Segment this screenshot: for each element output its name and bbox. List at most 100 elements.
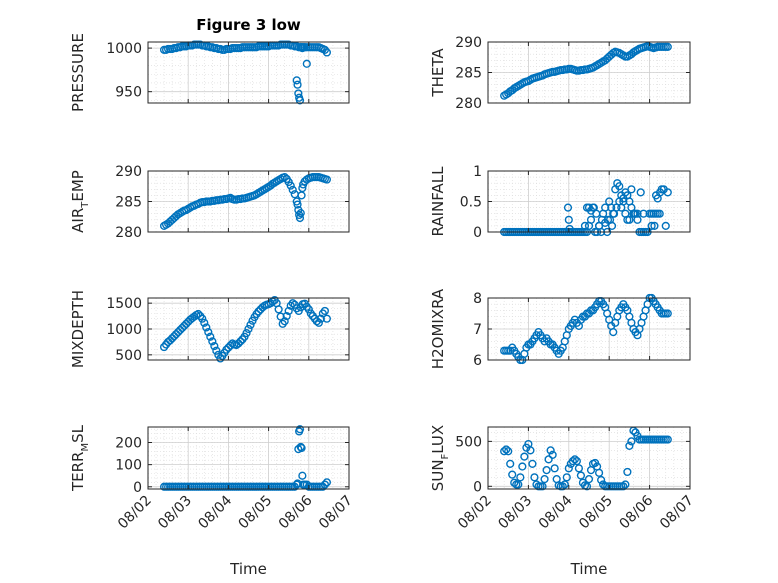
data-point: [202, 323, 211, 332]
data-point: [322, 175, 331, 184]
data-point: [514, 480, 523, 489]
data-point: [663, 188, 672, 197]
data-point: [295, 425, 305, 434]
subplot-5: 500 1000 1500 MIXDEPTH: [69, 290, 350, 368]
data-point: [506, 459, 515, 468]
x-axis-label-right: Time: [570, 560, 608, 578]
data-point: [538, 482, 547, 491]
data-point: [312, 317, 321, 326]
y-axis-label-main: THETA: [429, 48, 447, 98]
data-point: [544, 455, 553, 464]
data-point: [562, 473, 571, 482]
data-point: [284, 306, 293, 316]
data-point: [198, 314, 207, 323]
data-point: [592, 209, 601, 218]
data-point: [570, 455, 579, 464]
data-point: [530, 473, 539, 482]
y-tick-label: 950: [115, 85, 142, 101]
data-point: [295, 96, 305, 105]
data-point: [621, 480, 630, 489]
data-point: [304, 305, 313, 314]
data-point: [246, 320, 255, 329]
data-point: [212, 346, 221, 355]
y-tick-label: 1: [473, 164, 482, 180]
y-tick-label: 285: [455, 66, 482, 82]
y-tick-label: 1500: [106, 296, 142, 312]
data-point: [288, 185, 297, 195]
y-axis-label-rest: EMP: [69, 170, 87, 201]
y-tick-label: 0: [133, 480, 142, 496]
data-point: [663, 42, 672, 51]
data-point: [276, 312, 285, 321]
subplot-1: 950 1000 PRESSURE: [69, 33, 350, 112]
y-tick-label: 8: [473, 291, 482, 307]
data-point: [516, 473, 525, 482]
y-tick-label: 6: [473, 353, 482, 369]
y-axis-label-main: AIR: [69, 208, 87, 233]
y-axis-label-main: RAINFALL: [429, 166, 447, 237]
y-tick-label: 0: [473, 225, 482, 241]
data-point: [280, 173, 289, 182]
data-point: [564, 215, 573, 224]
data-point: [297, 443, 306, 453]
data-point: [500, 447, 509, 456]
axes-box: [147, 426, 350, 490]
data-point: [226, 341, 235, 350]
data-point: [302, 59, 311, 68]
data-point: [504, 447, 513, 456]
data-point: [194, 309, 203, 319]
data-point: [594, 468, 604, 477]
data-point: [200, 318, 209, 327]
data-point: [316, 314, 325, 323]
y-axis-label-main: SUN: [429, 459, 447, 491]
subplot-2: 280 285 290 THETA: [429, 35, 691, 112]
data-point: [582, 482, 592, 491]
data-point: [274, 305, 283, 314]
data-point: [206, 332, 215, 341]
data-point: [210, 341, 219, 351]
y-axis-label: AIRTEMP: [69, 170, 91, 233]
data-point: [542, 466, 551, 475]
data-point: [314, 318, 323, 327]
data-point: [526, 446, 535, 455]
subplot-6: 6 7 8 H2OMIXRA: [429, 288, 691, 369]
y-tick-label: 7: [473, 322, 482, 338]
y-axis-label: MIXDEPTH: [69, 290, 87, 368]
y-axis-label: THETA: [429, 48, 447, 98]
data-point: [609, 328, 618, 337]
data-point: [568, 457, 577, 466]
x-axis-label-left: Time: [229, 560, 267, 578]
data-point: [208, 337, 217, 346]
data-point: [282, 311, 291, 321]
y-axis-label-subscript: M: [80, 443, 91, 452]
data-point: [656, 188, 665, 197]
data-point: [576, 471, 586, 480]
data-point: [636, 188, 645, 197]
y-tick-label: 290: [455, 35, 482, 51]
data-point: [663, 435, 672, 444]
y-tick-label: 285: [115, 195, 142, 211]
data-point: [244, 324, 253, 334]
data-point: [320, 306, 329, 316]
figure-title: Figure 3 low: [196, 16, 301, 34]
data-point: [295, 213, 305, 223]
data-point: [322, 314, 331, 323]
data-point: [204, 328, 213, 337]
y-axis-label: PRESSURE: [69, 33, 87, 112]
y-tick-label: 0.5: [460, 195, 482, 211]
data-point: [639, 209, 648, 218]
data-point: [615, 182, 624, 191]
data-point: [242, 329, 251, 338]
data-point: [322, 48, 331, 57]
data-point: [298, 471, 307, 480]
axes-box: [147, 41, 350, 104]
data-point: [647, 221, 656, 231]
data-point: [293, 80, 302, 89]
data-point: [630, 209, 639, 218]
data-point: [510, 478, 519, 487]
data-point: [627, 437, 636, 446]
subplot-4: 0 0.5 1 RAINFALL: [429, 164, 691, 241]
